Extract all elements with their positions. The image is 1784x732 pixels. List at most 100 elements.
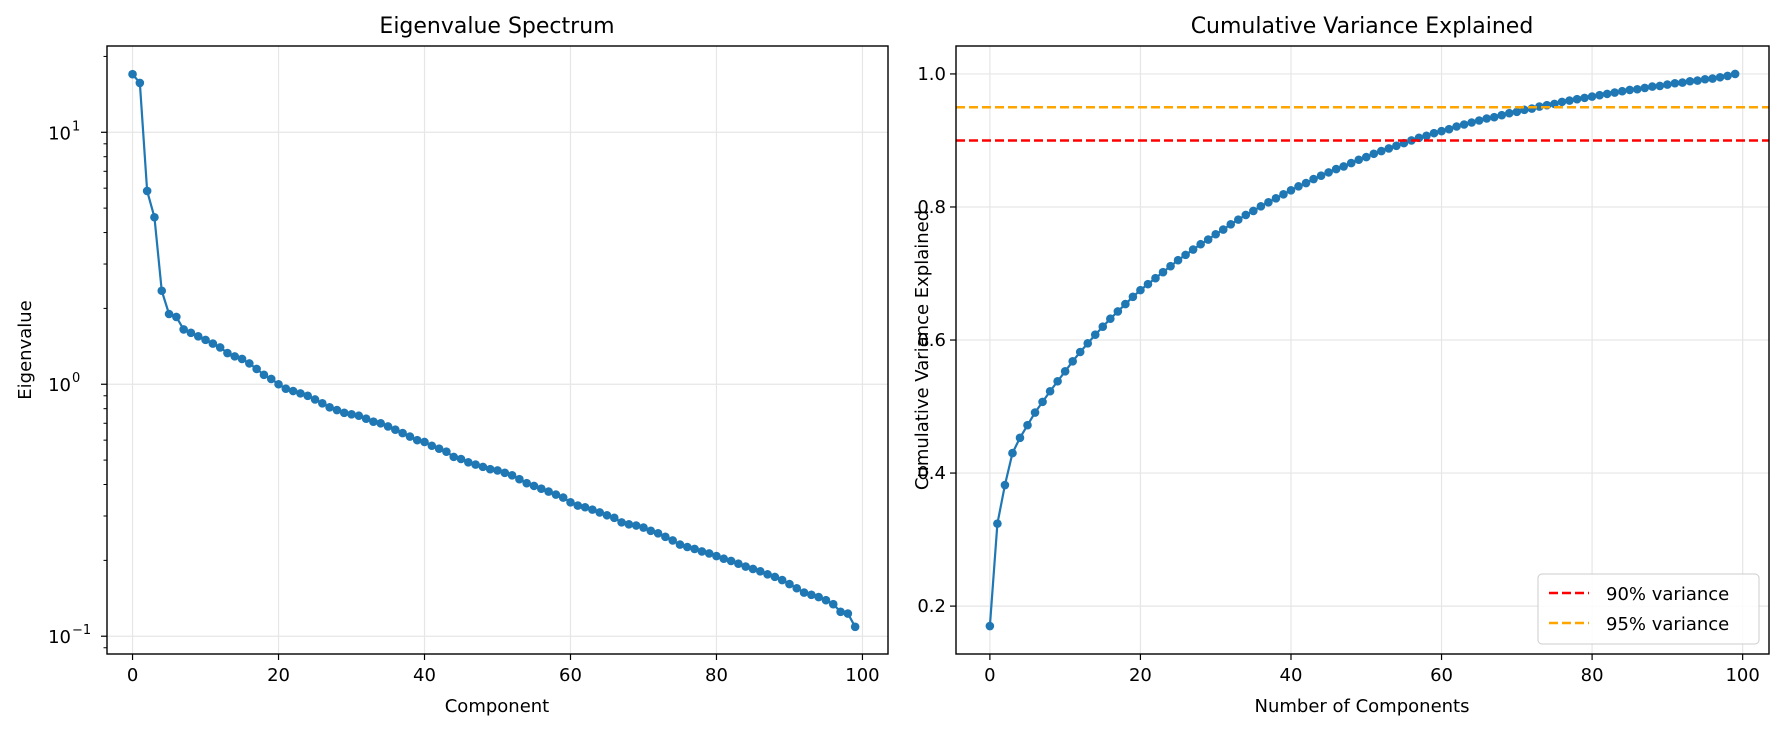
data-point (186, 328, 196, 338)
data-point (1098, 322, 1108, 332)
data-point (1429, 128, 1439, 138)
data-point (1015, 433, 1025, 443)
data-point (1708, 74, 1717, 83)
data-point (478, 462, 488, 472)
data-point (1249, 206, 1258, 216)
data-point (310, 395, 320, 404)
cumulative-variance-panel: 0 20 40 60 80 100 0.2 0.4 0.6 0.8 1.0 Cumulative V… (912, 14, 1770, 717)
y-tick-exponent: 0 (72, 371, 80, 386)
data-point (1459, 120, 1469, 129)
data-point (1527, 104, 1537, 113)
series-line (131, 73, 857, 628)
data-point (828, 599, 838, 609)
x-tick-label: 80 (1581, 665, 1604, 686)
data-point (1053, 376, 1062, 386)
data-point (1075, 347, 1085, 357)
data-point (566, 498, 575, 507)
data-point (726, 556, 736, 566)
data-point (1557, 97, 1567, 107)
data-point (1271, 194, 1281, 203)
data-point (748, 564, 758, 574)
x-axis-label: Component (445, 696, 550, 717)
data-point (1474, 116, 1484, 125)
data-point (843, 609, 853, 618)
data-point (157, 286, 167, 296)
data-point (493, 466, 502, 475)
data-point (1361, 152, 1371, 162)
data-point (456, 454, 466, 464)
data-point (420, 437, 429, 447)
data-point (1663, 80, 1672, 89)
data-point (442, 447, 451, 456)
data-point (755, 566, 765, 576)
data-point (1181, 250, 1190, 260)
data-point (296, 389, 305, 398)
data-point (252, 364, 261, 374)
data-point (464, 458, 473, 467)
data-point (1196, 239, 1205, 249)
data-point (230, 352, 240, 361)
y-tick-label: 0.4 (917, 463, 946, 484)
data-point (1188, 245, 1198, 254)
data-point (1392, 141, 1401, 151)
y-tick-label: 10 (48, 375, 71, 396)
data-point (1467, 118, 1476, 127)
data-point (237, 354, 247, 364)
data-point (361, 414, 371, 423)
data-point (1151, 273, 1160, 283)
data-point (427, 441, 437, 451)
data-point (617, 518, 626, 527)
y-tick-label: 0.8 (917, 197, 946, 218)
data-point (354, 411, 364, 421)
data-point (595, 508, 604, 517)
legend-label-95: 95% variance (1606, 614, 1729, 635)
data-point (507, 471, 517, 480)
data-point (1316, 171, 1326, 181)
data-point (624, 520, 634, 529)
chart-title: Cumulative Variance Explained (1191, 14, 1534, 39)
data-point (215, 343, 225, 352)
data-point (631, 521, 641, 530)
data-point (785, 579, 794, 589)
data-point (1045, 386, 1055, 396)
data-point (734, 559, 743, 568)
data-point (449, 452, 459, 462)
legend-label-90: 90% variance (1606, 584, 1729, 605)
data-point (332, 405, 342, 415)
data-point (1339, 162, 1348, 171)
data-point (1233, 215, 1243, 224)
data-point (544, 487, 553, 496)
x-axis-label: Number of Components (1255, 696, 1470, 717)
data-point (1565, 96, 1574, 105)
data-point (1309, 174, 1318, 184)
data-point (1354, 155, 1364, 165)
data-point (704, 549, 714, 558)
data-point (164, 309, 174, 319)
data-point (281, 384, 291, 394)
data-point (799, 588, 809, 597)
data-point (135, 78, 145, 88)
y-tick-label: 1.0 (917, 64, 946, 85)
data-point (201, 335, 210, 345)
legend: 90% variance 95% variance (1537, 573, 1760, 645)
chart-title: Eigenvalue Spectrum (379, 14, 614, 39)
data-point (661, 532, 670, 542)
data-point (1113, 307, 1123, 316)
data-point (1489, 112, 1499, 122)
x-tick-label: 40 (413, 665, 436, 686)
data-point (763, 570, 772, 579)
y-tick-label: 0.6 (917, 330, 946, 351)
y-axis-label: Cumulative Variance Explained (912, 210, 933, 490)
data-point (179, 325, 188, 334)
data-point (792, 583, 802, 593)
data-point (551, 490, 561, 499)
data-point (1173, 255, 1183, 265)
data-point (1166, 261, 1175, 271)
data-point (609, 513, 619, 523)
data-point (1384, 144, 1394, 153)
x-tick-label: 40 (1280, 665, 1303, 686)
data-point (1452, 122, 1461, 131)
data-point (1497, 110, 1507, 120)
data-point (777, 575, 787, 585)
